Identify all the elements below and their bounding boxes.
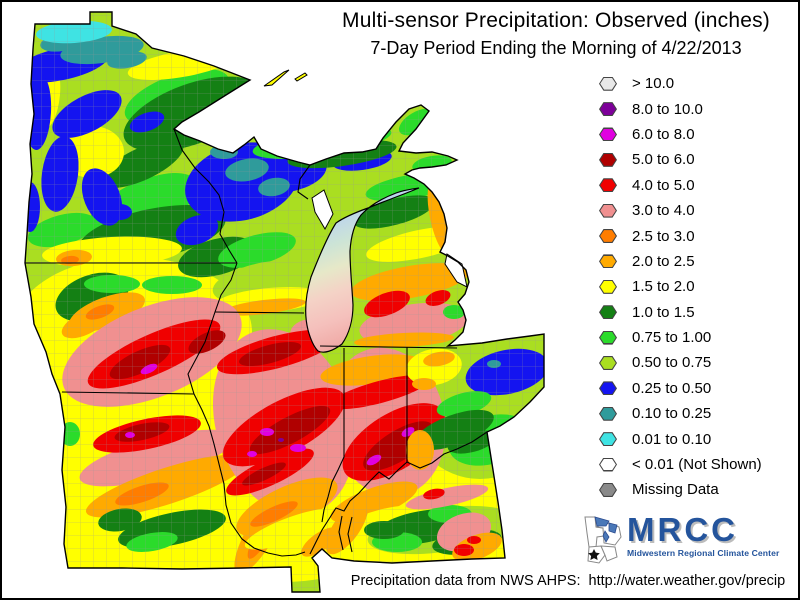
legend-swatch-hex-icon — [599, 229, 617, 244]
legend-swatch-hex-icon — [599, 305, 617, 320]
legend-swatch-hex-icon — [599, 279, 617, 294]
legend-item: 0.75 to 1.00 — [599, 325, 798, 350]
legend-swatch-hex-icon — [599, 127, 617, 142]
legend-swatch-hex-icon — [599, 178, 617, 193]
legend-swatch-hex-icon — [599, 203, 617, 218]
legend-label: Missing Data — [632, 481, 719, 499]
legend-label: 0.75 to 1.00 — [632, 329, 712, 347]
legend-item: 1.0 to 1.5 — [599, 300, 798, 325]
legend-swatch-hex-icon — [599, 457, 617, 472]
green-bay — [311, 189, 334, 231]
legend-label: > 10.0 — [632, 75, 675, 93]
legend-label: 2.0 to 2.5 — [632, 252, 695, 270]
legend-label: < 0.01 (Not Shown) — [632, 456, 762, 474]
legend-item: 0.50 to 0.75 — [599, 350, 798, 375]
state-borders — [25, 128, 488, 557]
midwest-map-svg — [24, 11, 545, 593]
region-outline — [24, 11, 545, 593]
precipitation-map — [2, 2, 602, 598]
legend-item: 0.10 to 0.25 — [599, 401, 798, 426]
legend-swatch-hex-icon — [599, 254, 617, 269]
legend-swatch-hex-icon — [599, 355, 617, 370]
legend-item: 2.5 to 3.0 — [599, 223, 798, 248]
mrcc-full-name: Midwestern Regional Climate Center — [627, 548, 780, 558]
map-subtitle: 7-Day Period Ending the Morning of 4/22/… — [370, 38, 742, 58]
legend-swatch-hex-icon — [599, 76, 617, 91]
mrcc-logo-text: MRCC Midwestern Regional Climate Center — [627, 513, 779, 558]
precipitation-legend: > 10.0 8.0 to 10.0 6.0 to 8.0 5.0 to 6.0… — [599, 71, 798, 503]
mrcc-logo: MRCC Midwestern Regional Climate Center — [579, 513, 797, 569]
legend-item: 4.0 to 5.0 — [599, 173, 798, 198]
legend-label: 1.0 to 1.5 — [632, 303, 695, 321]
legend-label: 0.10 to 0.25 — [632, 405, 712, 423]
legend-swatch-hex-icon — [599, 432, 617, 447]
legend-item: 5.0 to 6.0 — [599, 147, 798, 172]
data-source-note: Precipitation data from NWS AHPS: http:/… — [350, 573, 786, 589]
legend-swatch-hex-icon — [599, 102, 617, 117]
legend-item: < 0.01 (Not Shown) — [599, 452, 798, 477]
legend-label: 6.0 to 8.0 — [632, 125, 695, 143]
isle-royale — [263, 69, 290, 87]
legend-item: > 10.0 — [599, 71, 798, 96]
legend-swatch-hex-icon — [599, 152, 617, 167]
legend-label: 3.0 to 4.0 — [632, 202, 695, 220]
legend-item: 1.5 to 2.0 — [599, 274, 798, 299]
mrcc-logo-map-icon — [584, 516, 622, 564]
legend-item: 3.0 to 4.0 — [599, 198, 798, 223]
legend-label: 0.50 to 0.75 — [632, 354, 712, 372]
legend-label: 4.0 to 5.0 — [632, 176, 695, 194]
legend-swatch-hex-icon — [599, 482, 617, 497]
legend-label: 8.0 to 10.0 — [632, 100, 703, 118]
legend-label: 5.0 to 6.0 — [632, 151, 695, 169]
legend-item: 6.0 to 8.0 — [599, 122, 798, 147]
legend-swatch-hex-icon — [599, 330, 617, 345]
legend-swatch-hex-icon — [599, 381, 617, 396]
precipitation-raster — [25, 12, 544, 592]
legend-item: 8.0 to 10.0 — [599, 96, 798, 121]
legend-label: 1.5 to 2.0 — [632, 278, 695, 296]
legend-item: 0.01 to 0.10 — [599, 426, 798, 451]
mrcc-acronym: MRCC — [627, 511, 738, 548]
small-island — [294, 72, 308, 82]
legend-item: Missing Data — [599, 477, 798, 502]
map-title: Multi-sensor Precipitation: Observed (in… — [342, 9, 770, 32]
legend-label: 2.5 to 3.0 — [632, 227, 695, 245]
title-block: Multi-sensor Precipitation: Observed (in… — [314, 9, 798, 59]
saginaw-bay — [444, 253, 468, 288]
legend-label: 0.25 to 0.50 — [632, 379, 712, 397]
legend-item: 2.0 to 2.5 — [599, 249, 798, 274]
legend-label: 0.01 to 0.10 — [632, 430, 712, 448]
legend-swatch-hex-icon — [599, 406, 617, 421]
legend-item: 0.25 to 0.50 — [599, 376, 798, 401]
lake-michigan — [305, 187, 420, 353]
